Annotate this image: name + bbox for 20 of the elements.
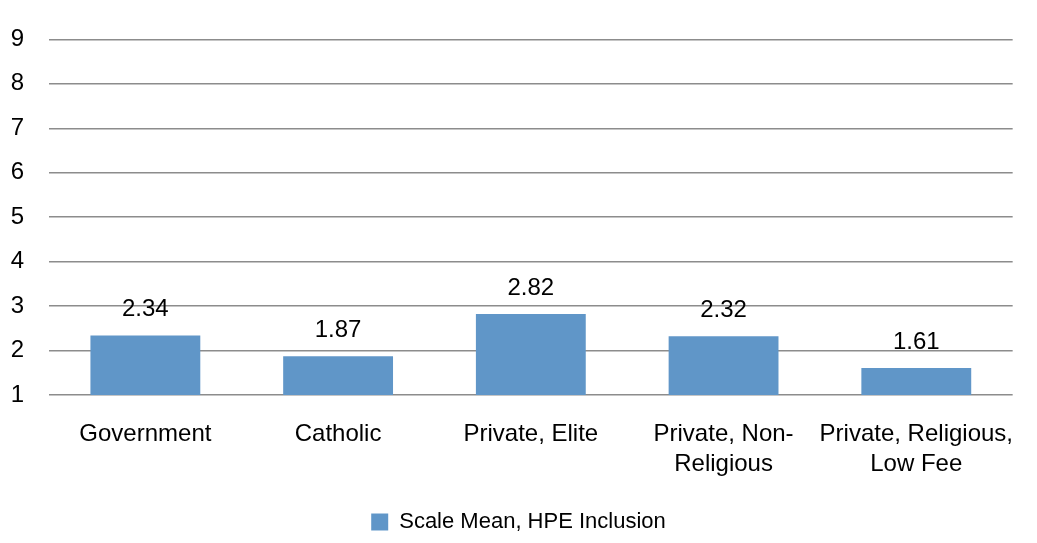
data-label: 2.82 [507, 272, 555, 300]
legend-label: Scale Mean, HPE Inclusion [399, 508, 666, 534]
y-tick-label: 6 [10, 157, 24, 185]
data-label: 1.61 [892, 326, 940, 354]
y-tick-label: 5 [10, 201, 24, 229]
data-label: 1.87 [314, 314, 362, 342]
y-tick-label: 1 [10, 379, 24, 407]
y-tick-label: 4 [10, 246, 24, 274]
x-tick-label: Government [79, 418, 212, 446]
y-tick-label: 3 [10, 290, 24, 318]
y-tick-label: 8 [10, 68, 24, 96]
y-tick-label: 7 [10, 112, 24, 140]
x-tick-label: Private, Elite [463, 418, 599, 446]
x-tick-label: Catholic [294, 418, 382, 446]
y-tick-label: 9 [10, 24, 24, 52]
data-label: 2.32 [700, 294, 747, 322]
y-tick-label: 2 [10, 335, 24, 363]
data-label: 2.34 [122, 294, 169, 322]
x-tick-label: Private, Religious, Low Fee [819, 418, 1013, 476]
x-tick-label: Private, Non-Religious [653, 418, 794, 476]
